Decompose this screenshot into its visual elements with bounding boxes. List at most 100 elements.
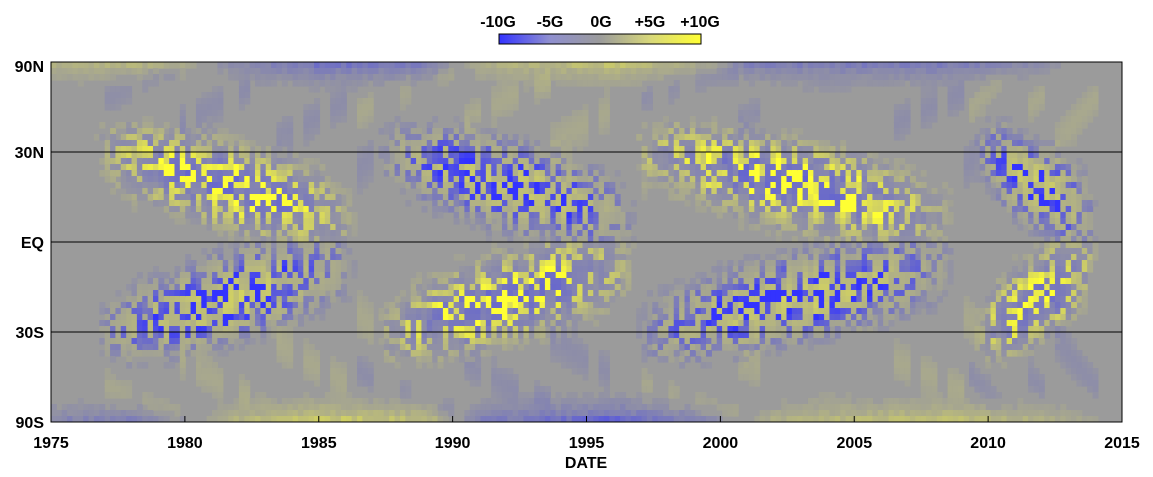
heatmap-cell bbox=[136, 332, 143, 339]
heatmap-cell bbox=[732, 266, 739, 273]
heatmap-cell bbox=[614, 266, 621, 273]
heatmap-cell bbox=[534, 284, 541, 291]
heatmap-cell bbox=[405, 332, 412, 339]
heatmap-cell bbox=[636, 326, 643, 333]
heatmap-cell bbox=[668, 284, 675, 291]
heatmap-cell bbox=[732, 410, 739, 417]
heatmap-cell bbox=[743, 104, 750, 111]
heatmap-cell bbox=[292, 224, 299, 231]
heatmap-cell bbox=[802, 212, 809, 219]
heatmap-cell bbox=[791, 314, 798, 321]
heatmap-cell bbox=[818, 326, 825, 333]
heatmap-cell bbox=[201, 308, 208, 315]
heatmap-cell bbox=[571, 122, 578, 129]
heatmap-cell bbox=[770, 218, 777, 225]
heatmap-cell bbox=[544, 248, 551, 255]
heatmap-cell bbox=[539, 224, 546, 231]
heatmap-cell bbox=[464, 374, 471, 381]
heatmap-cell bbox=[228, 146, 235, 153]
heatmap-cell bbox=[727, 308, 734, 315]
heatmap-cell bbox=[507, 182, 514, 189]
heatmap-cell bbox=[791, 248, 798, 255]
heatmap-cell bbox=[577, 410, 584, 417]
heatmap-cell bbox=[786, 320, 793, 327]
heatmap-cell bbox=[738, 326, 745, 333]
heatmap-cell bbox=[308, 194, 315, 201]
heatmap-cell bbox=[582, 200, 589, 207]
heatmap-cell bbox=[716, 332, 723, 339]
heatmap-cell bbox=[163, 74, 170, 81]
heatmap-cell bbox=[244, 86, 251, 93]
heatmap-cell bbox=[399, 134, 406, 141]
heatmap-cell bbox=[190, 206, 197, 213]
heatmap-cell bbox=[308, 260, 315, 267]
heatmap-cell bbox=[722, 188, 729, 195]
heatmap-cell bbox=[609, 188, 616, 195]
heatmap-cell bbox=[534, 158, 541, 165]
heatmap-cell bbox=[550, 416, 557, 422]
heatmap-cell bbox=[405, 92, 412, 99]
heatmap-cell bbox=[485, 272, 492, 279]
heatmap-cell bbox=[432, 182, 439, 189]
heatmap-cell bbox=[399, 164, 406, 171]
heatmap-cell bbox=[593, 164, 600, 171]
heatmap-cell bbox=[448, 272, 455, 279]
heatmap-cell bbox=[115, 290, 122, 297]
heatmap-cell bbox=[314, 284, 321, 291]
heatmap-cell bbox=[684, 62, 691, 69]
heatmap-cell bbox=[786, 314, 793, 321]
heatmap-cell bbox=[743, 266, 750, 273]
heatmap-cell bbox=[469, 416, 476, 422]
heatmap-cell bbox=[222, 152, 229, 159]
heatmap-cell bbox=[179, 314, 186, 321]
heatmap-cell bbox=[577, 134, 584, 141]
heatmap-cell bbox=[582, 398, 589, 405]
heatmap-cell bbox=[174, 272, 181, 279]
heatmap-cell bbox=[679, 338, 686, 345]
heatmap-cell bbox=[561, 404, 567, 411]
heatmap-cell bbox=[582, 374, 589, 381]
heatmap-cell bbox=[416, 128, 423, 135]
heatmap-cell bbox=[335, 194, 342, 201]
heatmap-cell bbox=[324, 206, 331, 213]
heatmap-cell bbox=[238, 104, 245, 111]
heatmap-cell bbox=[432, 134, 439, 141]
heatmap-cell bbox=[469, 212, 476, 219]
heatmap-cell bbox=[485, 284, 492, 291]
heatmap-cell bbox=[346, 62, 353, 69]
heatmap-cell bbox=[663, 308, 670, 315]
heatmap-cell bbox=[582, 410, 589, 417]
heatmap-cell bbox=[625, 260, 632, 267]
heatmap-cell bbox=[700, 146, 707, 153]
heatmap-cell bbox=[582, 272, 589, 279]
heatmap-cell bbox=[534, 206, 541, 213]
heatmap-cell bbox=[158, 188, 165, 195]
heatmap-cell bbox=[292, 194, 299, 201]
heatmap-cell bbox=[754, 362, 761, 369]
heatmap-cell bbox=[491, 416, 498, 422]
heatmap-cell bbox=[61, 62, 68, 69]
heatmap-cell bbox=[673, 80, 680, 87]
heatmap-cell bbox=[748, 266, 755, 273]
heatmap-cell bbox=[206, 158, 213, 165]
heatmap-cell bbox=[738, 272, 745, 279]
heatmap-cell bbox=[668, 344, 675, 351]
heatmap-cell bbox=[255, 308, 261, 315]
heatmap-cell bbox=[335, 206, 342, 213]
heatmap-cell bbox=[491, 392, 498, 399]
heatmap-cell bbox=[104, 62, 111, 69]
heatmap-cell bbox=[260, 314, 267, 321]
heatmap-cell bbox=[367, 416, 374, 422]
heatmap-cell bbox=[206, 368, 213, 375]
heatmap-cell bbox=[195, 164, 202, 171]
heatmap-cell bbox=[169, 308, 176, 315]
heatmap-cell bbox=[249, 194, 256, 201]
heatmap-cell bbox=[491, 92, 498, 99]
heatmap-cell bbox=[598, 410, 605, 417]
heatmap-cell bbox=[131, 158, 138, 165]
heatmap-cell bbox=[695, 164, 702, 171]
heatmap-cell bbox=[249, 248, 256, 255]
heatmap-cell bbox=[303, 134, 310, 141]
heatmap-cell bbox=[308, 362, 315, 369]
heatmap-cell bbox=[512, 212, 519, 219]
